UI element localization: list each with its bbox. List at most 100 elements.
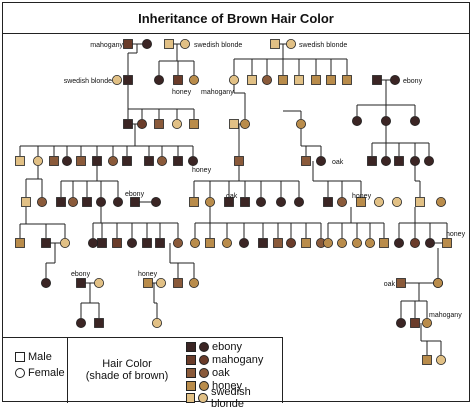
female-circle-icon: [228, 75, 239, 86]
male-square-icon: [76, 278, 86, 288]
female-circle-icon: [41, 277, 52, 288]
female-circle-icon: [239, 119, 250, 130]
female-circle-icon: [172, 237, 183, 248]
male-square-icon: [164, 39, 174, 49]
female-circle-icon: [322, 237, 333, 248]
male-square-icon: [294, 75, 304, 85]
male-square-icon: [76, 156, 86, 166]
male-square-icon: [112, 238, 122, 248]
phenotype-label: ebony: [71, 271, 91, 278]
mahogany-male-swatch: [186, 354, 196, 365]
legend-item-label: oak: [212, 366, 230, 379]
honey-male-swatch: [186, 380, 196, 391]
female-circle-icon: [150, 196, 161, 207]
female-circle-icon: [156, 155, 167, 166]
male-square-icon: [372, 75, 382, 85]
male-square-icon: [15, 238, 25, 248]
female-circle-icon: [188, 277, 199, 288]
male-square-icon: [394, 156, 404, 166]
female-circle-icon: [96, 196, 107, 207]
phenotype-label: mahogany: [201, 89, 234, 96]
legend-item-oak: oak: [186, 366, 230, 379]
female-circle-icon: [155, 277, 166, 288]
female-circle-icon: [94, 277, 105, 288]
male-square-icon: [367, 156, 377, 166]
phenotype-label: swedish blonde: [64, 78, 112, 85]
female-circle-icon: [238, 237, 249, 248]
female-circle-icon: [113, 196, 124, 207]
female-circle-icon: [15, 368, 25, 378]
male-square-icon: [205, 238, 215, 248]
male-square-icon: [278, 75, 288, 85]
female-circle-icon: [221, 237, 232, 248]
legend-female: Female: [15, 367, 65, 379]
female-circle-icon: [380, 116, 391, 127]
pedigree-individuals: [15, 39, 452, 365]
female-circle-icon: [151, 317, 162, 328]
phenotype-label: ebony: [125, 191, 145, 198]
female-circle-icon: [62, 155, 73, 166]
mahogany-female-swatch: [199, 354, 209, 365]
female-circle-icon: [364, 237, 375, 248]
legend-item-ebony: ebony: [186, 340, 242, 353]
female-circle-icon: [424, 237, 435, 248]
male-square-icon: [247, 75, 257, 85]
male-square-icon: [123, 39, 133, 49]
female-circle-icon: [108, 155, 119, 166]
legend-divider: [67, 338, 68, 403]
female-circle-icon: [293, 196, 304, 207]
female-circle-icon: [37, 196, 48, 207]
oak-female-swatch: [199, 367, 209, 378]
phenotype-label: honey: [352, 193, 372, 200]
female-circle-icon: [136, 119, 147, 130]
female-circle-icon: [187, 155, 198, 166]
female-circle-icon: [421, 317, 432, 328]
female-circle-icon: [409, 116, 420, 127]
female-circle-icon: [60, 237, 71, 248]
female-circle-icon: [112, 75, 123, 86]
female-circle-icon: [393, 237, 404, 248]
female-circle-icon: [76, 317, 87, 328]
male-square-icon: [142, 238, 152, 248]
female-circle-icon: [275, 196, 286, 207]
male-square-icon: [122, 156, 132, 166]
swedish-blonde-female-swatch: [198, 392, 208, 403]
legend: Male Female Hair Color (shade of brown) …: [3, 337, 283, 410]
phenotype-label: honey: [192, 167, 212, 174]
female-circle-icon: [395, 317, 406, 328]
male-square-icon: [49, 156, 59, 166]
legend-male-label: Male: [28, 351, 52, 363]
legend-heading-line1: Hair Color: [102, 358, 152, 370]
male-square-icon: [189, 197, 199, 207]
female-circle-icon: [351, 116, 362, 127]
female-circle-icon: [153, 75, 164, 86]
female-circle-icon: [285, 237, 296, 248]
male-square-icon: [173, 156, 183, 166]
male-square-icon: [379, 238, 389, 248]
pedigree-labels: mahogany swedish blonde swedish blonde swed…: [64, 42, 466, 319]
phenotype-label: honey: [446, 231, 466, 238]
phenotype-label: mahogany: [90, 42, 123, 49]
female-circle-icon: [68, 196, 79, 207]
male-square-icon: [41, 238, 51, 248]
ebony-female-swatch: [199, 341, 209, 352]
female-circle-icon: [141, 39, 152, 50]
male-square-icon: [94, 318, 104, 328]
male-square-icon: [326, 75, 336, 85]
legend-male: Male: [15, 351, 52, 363]
male-square-icon: [323, 197, 333, 207]
phenotype-label: oak: [384, 281, 396, 288]
title-divider: [3, 33, 469, 34]
male-square-icon: [97, 238, 107, 248]
phenotype-label: ebony: [403, 78, 423, 85]
male-square-icon: [92, 156, 102, 166]
legend-heading: Hair Color (shade of brown): [73, 358, 181, 382]
male-square-icon: [301, 156, 311, 166]
male-square-icon: [258, 238, 268, 248]
male-square-icon: [422, 355, 432, 365]
female-circle-icon: [336, 196, 347, 207]
female-circle-icon: [389, 75, 400, 86]
male-square-icon: [415, 197, 425, 207]
legend-heading-line2: (shade of brown): [85, 370, 169, 382]
male-square-icon: [301, 238, 311, 248]
